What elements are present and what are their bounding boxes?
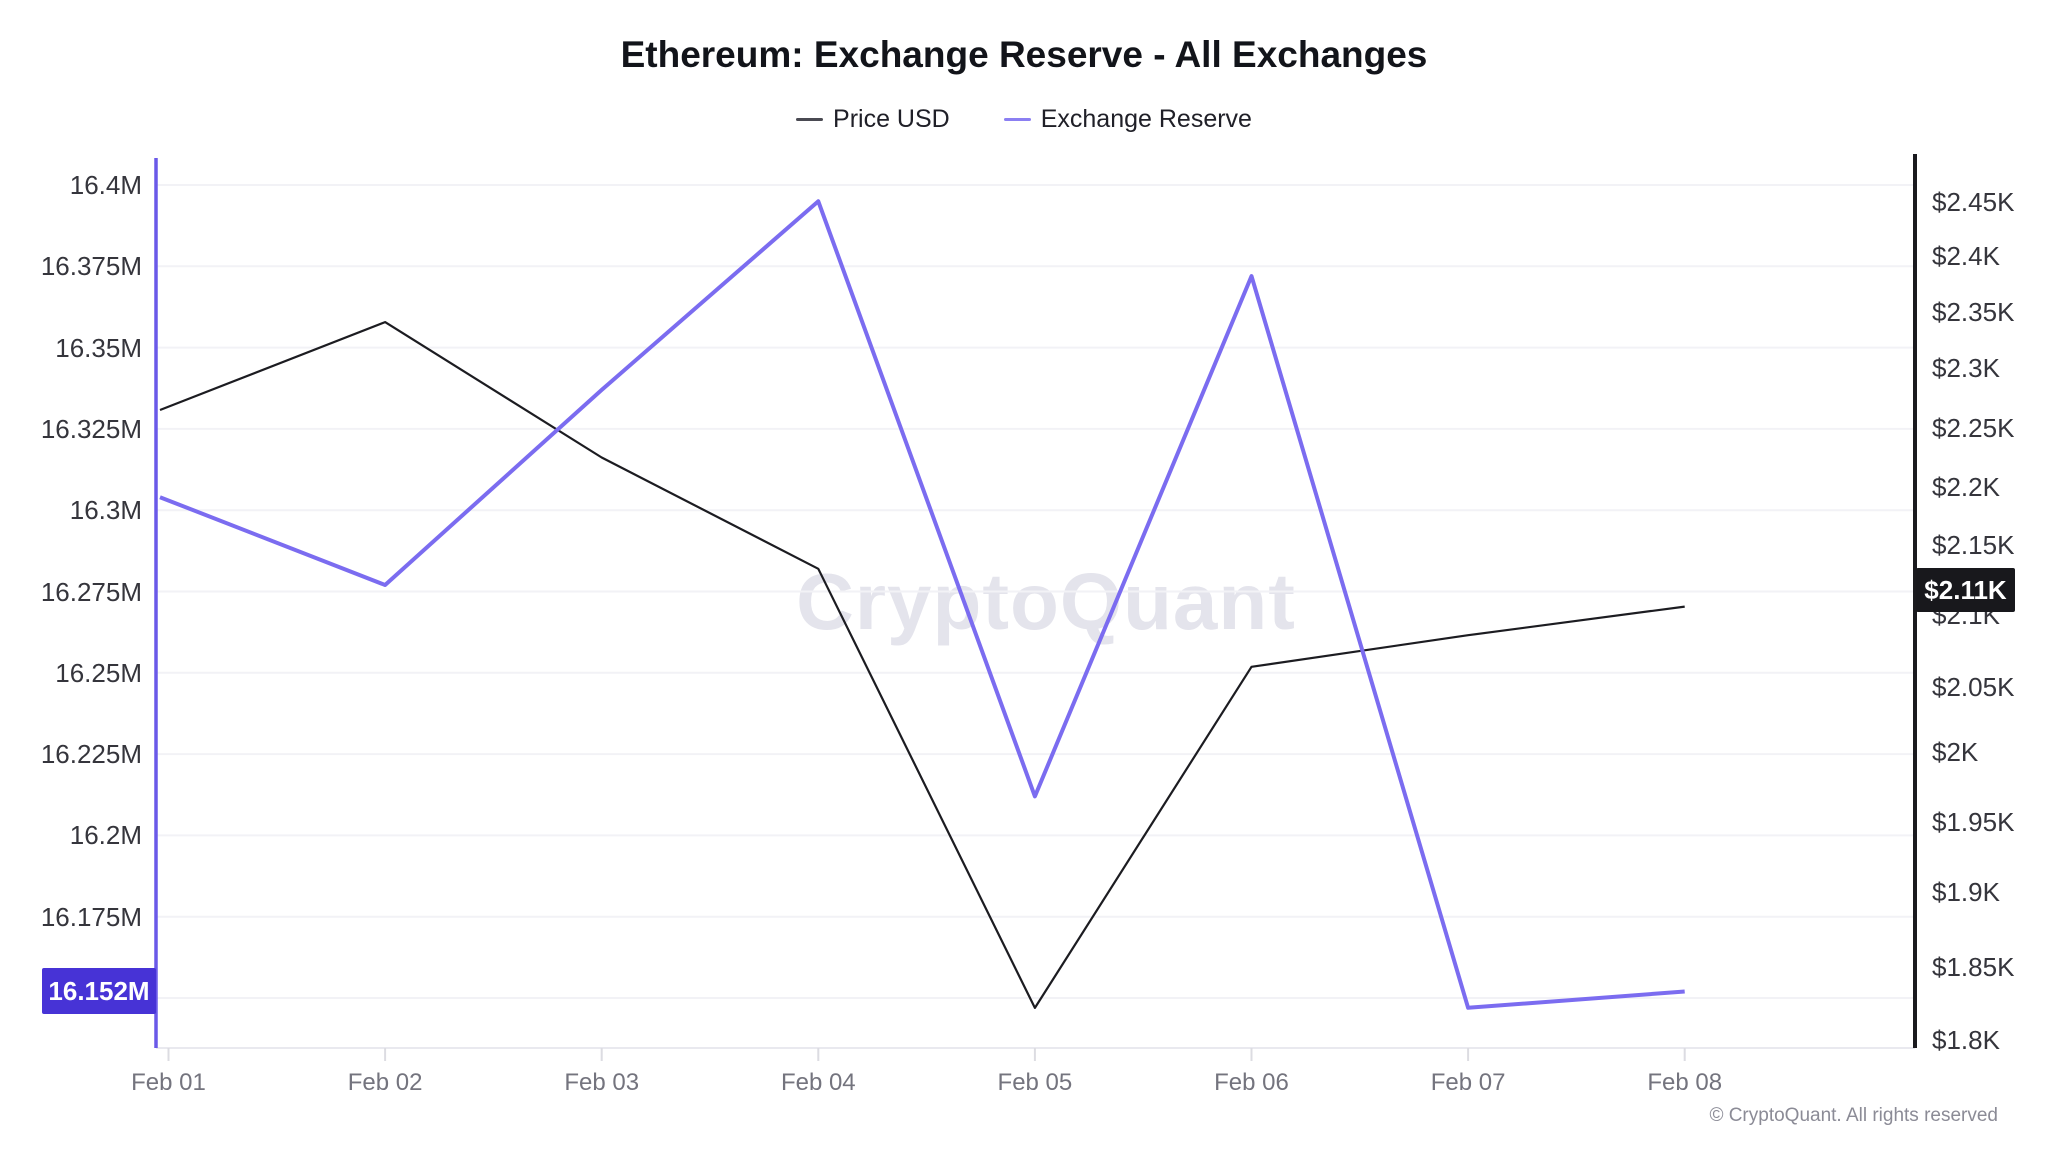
latest-reserve-badge: 16.152M bbox=[42, 968, 156, 1014]
y-axis-right-label: $2.2K bbox=[1932, 472, 2000, 502]
y-axis-right-label: $2.3K bbox=[1932, 353, 2000, 383]
y-axis-left-label: 16.225M bbox=[40, 739, 142, 770]
y-axis-right-label: $2.35K bbox=[1932, 297, 2015, 327]
legend-label-price-usd: Price USD bbox=[833, 104, 950, 133]
chart-title: Ethereum: Exchange Reserve - All Exchang… bbox=[620, 34, 1428, 75]
price-usd-line[interactable] bbox=[159, 321, 1685, 1010]
x-axis-label: Feb 06 bbox=[1214, 1069, 1289, 1096]
y-axis-left-label: 16.2M bbox=[69, 820, 142, 851]
gridlines bbox=[156, 184, 1915, 999]
legend-item-exchange-reserve[interactable]: Exchange Reserve bbox=[1003, 104, 1252, 134]
y-axis-left-label: 16.35M bbox=[55, 332, 142, 363]
y-axis-right-label: $2K bbox=[1932, 737, 1979, 767]
y-axis-left-label: 16.3M bbox=[69, 495, 142, 526]
y-axis-left-label: 16.325M bbox=[40, 413, 142, 444]
y-axis-right-label: $2.05K bbox=[1932, 672, 2015, 702]
y-axis-right-label: $1.95K bbox=[1932, 807, 2015, 837]
y-axis-right-label: $2.4K bbox=[1932, 241, 2000, 271]
x-axis-label: Feb 01 bbox=[131, 1069, 206, 1096]
exchange-reserve-line-swatch-icon bbox=[1003, 117, 1031, 121]
y-axis-left-label: 16.25M bbox=[55, 657, 142, 688]
x-axis-label: Feb 04 bbox=[780, 1069, 856, 1096]
legend: Price USD Exchange Reserve bbox=[0, 102, 2048, 136]
y-axis-right-label: $2.25K bbox=[1932, 413, 2015, 443]
y-axis-right-label: $1.8K bbox=[1932, 1025, 2000, 1055]
y-axis-left-label: 16.4M bbox=[69, 170, 142, 200]
exchange-reserve-line[interactable] bbox=[159, 199, 1685, 1010]
x-axis-label: Feb 07 bbox=[1430, 1069, 1506, 1096]
y-axis-left-label: 16.275M bbox=[40, 576, 142, 607]
y-axis-right-label: $1.85K bbox=[1932, 952, 2015, 982]
y-axis-right-label: $2.45K bbox=[1932, 187, 2015, 217]
copyright-notice: © CryptoQuant. All rights reserved bbox=[1709, 1105, 1998, 1126]
y-axis-right-label: $1.9K bbox=[1932, 877, 2000, 907]
legend-item-price-usd[interactable]: Price USD bbox=[796, 105, 950, 134]
price-usd-line-swatch-icon bbox=[796, 117, 824, 121]
x-axis-label: Feb 08 bbox=[1647, 1069, 1723, 1096]
latest-price-badge: $2.11K bbox=[1916, 568, 2015, 612]
x-axis-label: Feb 05 bbox=[997, 1069, 1073, 1096]
x-axis-ticks bbox=[167, 1048, 1686, 1061]
x-axis-label: Feb 03 bbox=[564, 1069, 640, 1096]
legend-label-exchange-reserve: Exchange Reserve bbox=[1040, 104, 1252, 133]
watermark-logo: CryptoQuant bbox=[796, 557, 1296, 646]
y-axis-right-label: $2.15K bbox=[1932, 530, 2015, 560]
y-axis-left-label: 16.375M bbox=[40, 251, 142, 282]
x-axis-label: Feb 02 bbox=[347, 1069, 423, 1096]
y-axis-left-label: 16.175M bbox=[40, 901, 142, 932]
